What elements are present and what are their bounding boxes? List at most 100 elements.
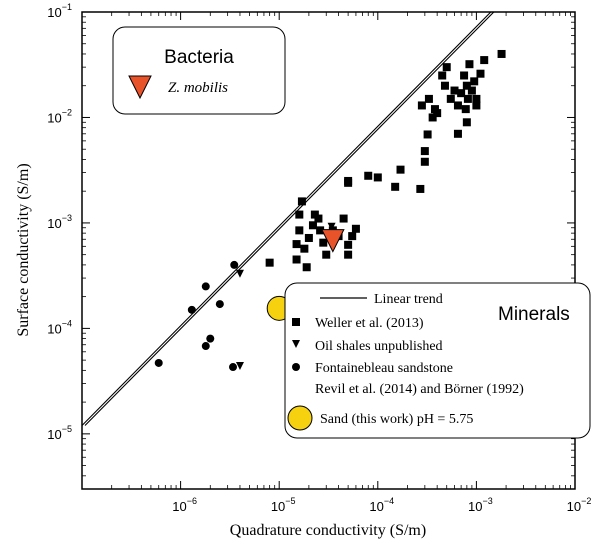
fontainebleau-point — [206, 334, 215, 343]
weller-point — [440, 81, 449, 90]
weller-point — [339, 214, 348, 223]
weller-point — [463, 94, 472, 103]
legend-oil-label: Oil shales unpublished — [315, 339, 443, 354]
weller-point — [467, 86, 476, 95]
legend-oil-marker — [292, 340, 300, 348]
weller-point — [420, 147, 429, 156]
weller-point — [480, 56, 489, 65]
tick-labels: 10−5 10−4 10−3 10−2 10−1 10−6 10−5 10−4 10−3 10−2 — [47, 2, 591, 514]
legend-bacteria-title: Bacteria — [164, 47, 234, 68]
weller-point — [391, 182, 400, 191]
weller-point — [396, 165, 405, 174]
fontainebleau-point — [201, 282, 210, 291]
y-tick-label: 10−1 — [47, 2, 72, 20]
weller-point — [308, 221, 317, 230]
weller-point — [292, 240, 301, 249]
weller-point — [450, 86, 459, 95]
weller-point — [302, 263, 311, 272]
x-tick-label: 10−2 — [567, 496, 592, 514]
linear-trend-line — [82, 12, 492, 426]
legend-minerals: Linear trend Minerals Weller et al. (201… — [284, 282, 591, 439]
weller-point — [497, 49, 506, 58]
weller-point — [460, 71, 469, 80]
fontainebleau-point — [201, 342, 210, 351]
weller-point — [461, 105, 470, 114]
weller-point — [457, 89, 466, 98]
y-tick-label: 10−2 — [47, 107, 72, 125]
weller-point — [470, 77, 479, 86]
weller-point — [348, 232, 357, 241]
weller-point — [472, 101, 481, 110]
weller-point — [417, 101, 426, 110]
weller-point — [344, 250, 353, 259]
weller-point — [300, 244, 309, 253]
weller-point — [453, 129, 462, 138]
weller-point — [446, 94, 455, 103]
oil-shale-point — [235, 269, 244, 278]
weller-point — [322, 250, 331, 259]
trend-layer — [82, 12, 495, 426]
x-tick-label: 10−6 — [172, 496, 197, 514]
weller-point — [316, 226, 325, 235]
zmobilis-point — [321, 229, 345, 253]
fontainebleau-point — [187, 305, 196, 314]
y-axis-title: Surface conductivity (S/m) — [15, 163, 32, 336]
legend-sand-label: Sand (this work) pH = 5.75 — [320, 412, 473, 427]
legend-revil-label: Revil et al. (2014) and Börner (1992) — [315, 382, 524, 397]
weller-point — [364, 171, 373, 180]
legend-trend-label: Linear trend — [374, 292, 443, 307]
weller-point — [438, 71, 447, 80]
legend-weller-label: Weller et al. (2013) — [315, 316, 424, 331]
weller-point — [462, 81, 471, 90]
fontainebleau-point — [230, 260, 239, 269]
points-layer — [154, 49, 506, 372]
weller-point — [416, 184, 425, 193]
weller-point — [351, 224, 360, 233]
legend-bacteria-box — [112, 26, 286, 115]
legend-zmobilis-marker — [128, 75, 152, 100]
fontainebleau-point — [229, 363, 238, 372]
linear-trend-line-upper — [84, 12, 495, 426]
weller-point — [304, 233, 313, 242]
legend-minerals-title: Minerals — [498, 304, 570, 325]
plot-frame — [81, 11, 576, 490]
weller-point — [297, 197, 306, 206]
weller-point — [314, 214, 323, 223]
legend-fontainebleau-label: Fontainebleau sandstone — [315, 361, 453, 376]
legend-sand-marker — [287, 405, 313, 431]
legend-fontainebleau-marker — [292, 363, 300, 371]
x-tick-label: 10−4 — [369, 496, 394, 514]
weller-point — [420, 157, 429, 166]
weller-point — [423, 130, 432, 139]
weller-point — [295, 226, 304, 235]
y-tick-label: 10−3 — [47, 213, 72, 231]
weller-point — [453, 101, 462, 110]
legend-bacteria: Bacteria Z. mobilis — [112, 26, 286, 115]
weller-point — [265, 258, 274, 267]
fontainebleau-point — [215, 300, 224, 309]
legend-weller-marker — [292, 318, 300, 326]
weller-point — [295, 210, 304, 219]
fontainebleau-point — [154, 358, 163, 367]
weller-point — [433, 109, 442, 118]
oil-shale-point — [327, 222, 336, 231]
weller-point — [373, 173, 382, 182]
weller-point — [319, 238, 328, 247]
weller-point — [344, 240, 353, 249]
legend-minerals-box — [284, 282, 591, 439]
x-axis-title: Quadrature conductivity (S/m) — [230, 522, 426, 539]
weller-point — [476, 69, 485, 78]
y-tick-label: 10−5 — [47, 424, 72, 442]
x-tick-label: 10−3 — [468, 496, 493, 514]
weller-point — [428, 113, 437, 122]
oil-shale-point — [235, 361, 244, 370]
weller-point — [442, 63, 451, 72]
weller-point — [462, 118, 471, 127]
x-tick-label: 10−5 — [271, 496, 296, 514]
legend-zmobilis-label: Z. mobilis — [168, 80, 228, 96]
y-tick-label: 10−4 — [47, 318, 72, 336]
weller-point — [344, 176, 353, 185]
weller-point — [424, 94, 433, 103]
weller-point — [472, 94, 481, 103]
